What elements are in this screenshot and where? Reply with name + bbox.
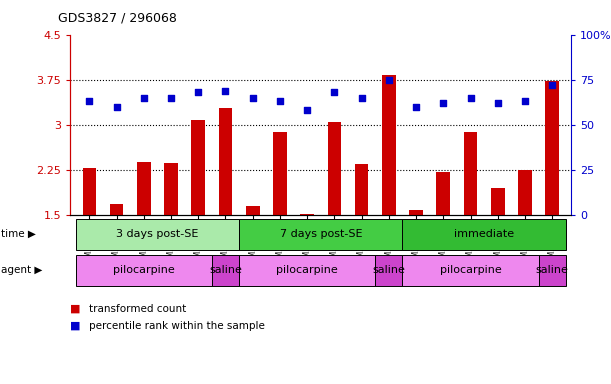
Point [166, 95, 176, 101]
Point [357, 95, 367, 101]
Bar [403, 219, 566, 250]
Text: 3 days post-SE: 3 days post-SE [116, 229, 199, 239]
Text: immediate: immediate [454, 229, 514, 239]
Bar [76, 219, 239, 250]
Text: 7 days post-SE: 7 days post-SE [279, 229, 362, 239]
Point [84, 98, 94, 104]
Point [329, 89, 339, 95]
Text: saline: saline [209, 265, 242, 275]
Bar [212, 255, 239, 286]
Bar [436, 172, 450, 215]
Point [384, 77, 393, 83]
Point [221, 88, 230, 94]
Text: saline: saline [373, 265, 405, 275]
Text: saline: saline [536, 265, 569, 275]
Bar [239, 219, 403, 250]
Bar [137, 162, 150, 215]
Bar [403, 255, 539, 286]
Bar [539, 255, 566, 286]
Point [493, 100, 503, 106]
Bar [76, 255, 212, 286]
Bar [355, 164, 368, 215]
Text: time ▶: time ▶ [1, 229, 36, 239]
Point [275, 98, 285, 104]
Bar [464, 132, 477, 215]
Point [520, 98, 530, 104]
Bar [239, 255, 375, 286]
Bar [273, 132, 287, 215]
Bar [82, 168, 96, 215]
Bar [246, 206, 260, 215]
Text: GDS3827 / 296068: GDS3827 / 296068 [58, 12, 177, 25]
Point [112, 104, 122, 110]
Bar [164, 163, 178, 215]
Text: agent ▶: agent ▶ [1, 265, 43, 275]
Text: pilocarpine: pilocarpine [113, 265, 175, 275]
Point [411, 104, 421, 110]
Text: transformed count: transformed count [89, 304, 186, 314]
Bar [382, 76, 396, 215]
Bar [110, 204, 123, 215]
Text: pilocarpine: pilocarpine [276, 265, 338, 275]
Bar [518, 170, 532, 215]
Point [248, 95, 258, 101]
Bar [191, 120, 205, 215]
Bar [491, 188, 505, 215]
Point [302, 107, 312, 113]
Bar [301, 214, 314, 215]
Point [139, 95, 148, 101]
Bar [375, 255, 403, 286]
Text: percentile rank within the sample: percentile rank within the sample [89, 321, 265, 331]
Point [439, 100, 448, 106]
Point [193, 89, 203, 95]
Bar [546, 81, 559, 215]
Bar [219, 108, 232, 215]
Text: pilocarpine: pilocarpine [440, 265, 502, 275]
Bar [409, 210, 423, 215]
Point [466, 95, 475, 101]
Text: ■: ■ [70, 321, 81, 331]
Text: ■: ■ [70, 304, 81, 314]
Bar [327, 122, 341, 215]
Point [547, 82, 557, 88]
